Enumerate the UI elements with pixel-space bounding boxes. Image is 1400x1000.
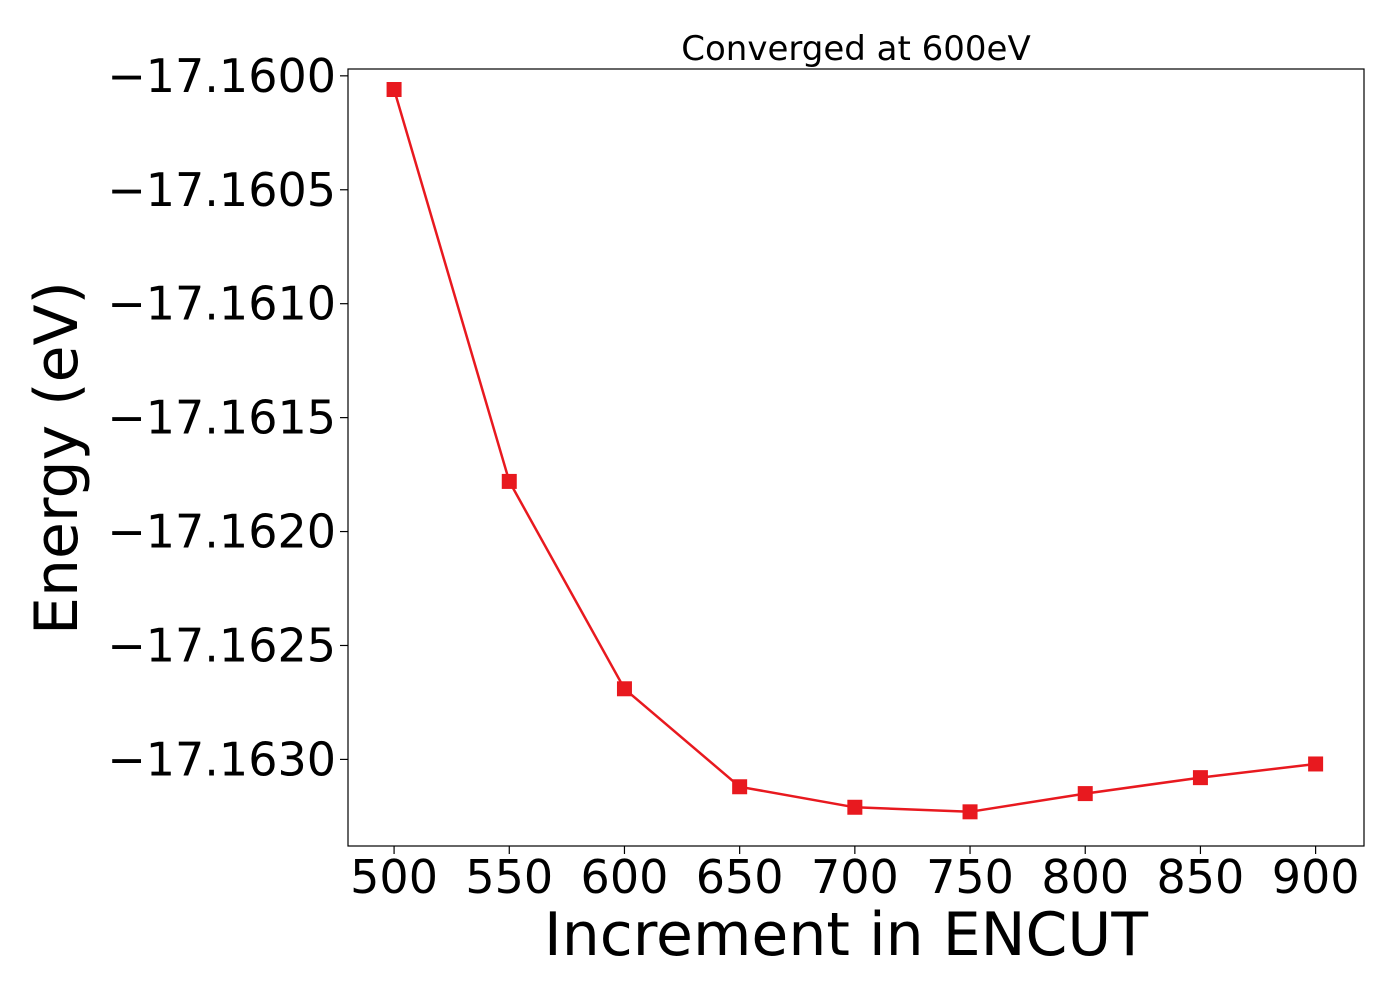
chart-title: Converged at 600eV bbox=[681, 29, 1030, 69]
data-point-marker bbox=[1077, 786, 1093, 802]
data-point-marker bbox=[962, 804, 978, 820]
data-point-marker bbox=[847, 799, 863, 815]
x-tick-label: 900 bbox=[1272, 850, 1360, 904]
data-point-marker bbox=[1192, 770, 1208, 786]
data-point-marker bbox=[501, 473, 517, 489]
x-tick-label: 550 bbox=[465, 850, 553, 904]
x-tick-label: 500 bbox=[350, 850, 438, 904]
data-point-marker bbox=[616, 681, 632, 697]
x-tick-label: 850 bbox=[1157, 850, 1245, 904]
y-tick-label: −17.1600 bbox=[107, 49, 336, 103]
x-tick-label: 650 bbox=[696, 850, 784, 904]
y-tick-label: −17.1605 bbox=[107, 163, 336, 217]
y-tick-label: −17.1620 bbox=[107, 505, 336, 559]
y-tick-label: −17.1630 bbox=[107, 732, 336, 786]
series-line bbox=[392, 89, 1316, 814]
plot-frame bbox=[347, 68, 1365, 847]
data-point-marker bbox=[732, 779, 748, 795]
x-axis-label: Increment in ENCUT bbox=[544, 900, 1148, 970]
data-point-marker bbox=[386, 82, 402, 98]
x-tick-label: 700 bbox=[811, 850, 899, 904]
x-tick-label: 800 bbox=[1041, 850, 1129, 904]
data-point-marker bbox=[1308, 756, 1324, 772]
x-tick-label: 600 bbox=[581, 850, 669, 904]
plot-area: 500 550 600 650 700 750 800 850 900 −17.1600 −17.1… bbox=[107, 49, 1365, 904]
y-tick-label: −17.1610 bbox=[107, 277, 336, 331]
x-tick-label: 750 bbox=[926, 850, 1014, 904]
y-tick-label: −17.1625 bbox=[107, 618, 336, 672]
y-axis-label: Energy (eV) bbox=[22, 281, 92, 635]
y-tick-label: −17.1615 bbox=[107, 391, 336, 445]
